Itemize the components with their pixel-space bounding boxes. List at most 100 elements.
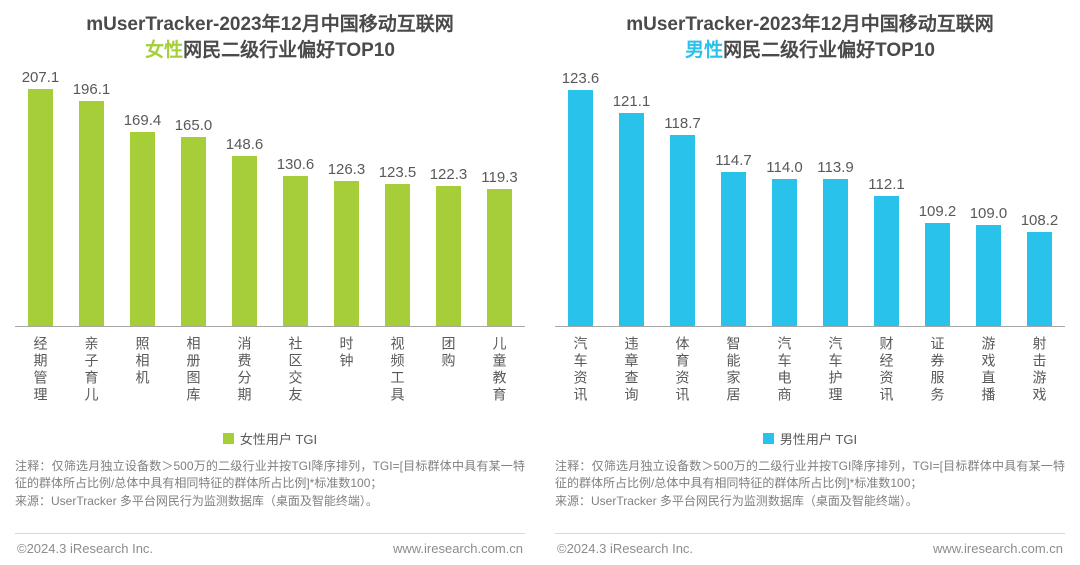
x-axis-label: 社区交友 xyxy=(287,336,304,405)
x-axis-label: 射击游戏 xyxy=(1031,336,1048,405)
x-axis-label-cell: 违章查询 xyxy=(606,327,657,425)
panel-footer: ©2024.3 iResearch Inc. www.iresearch.com… xyxy=(15,533,525,565)
bar-value-label: 114.0 xyxy=(766,159,803,177)
x-axis-label-cell: 社区交友 xyxy=(270,327,321,425)
x-axis-label-cell: 证券服务 xyxy=(912,327,963,425)
bar-group: 108.2 xyxy=(1014,212,1065,327)
x-axis-label-cell: 射击游戏 xyxy=(1014,327,1065,425)
x-axis-label: 财经资讯 xyxy=(878,336,895,405)
copyright-text: ©2024.3 iResearch Inc. xyxy=(17,541,154,556)
x-axis-label-cell: 照相机 xyxy=(117,327,168,425)
x-axis-label: 违章查询 xyxy=(623,336,640,405)
x-axis-label-cell: 时钟 xyxy=(321,327,372,425)
bar-value-label: 123.6 xyxy=(561,70,600,88)
chart-title-line1: mUserTracker-2023年12月中国移动互联网 xyxy=(626,14,994,35)
x-axis-label-cell: 儿童教育 xyxy=(474,327,525,425)
x-axis-label-cell: 经期管理 xyxy=(15,327,66,425)
bar-value-label: 108.2 xyxy=(1020,212,1059,230)
x-axis-label-cell: 体育资讯 xyxy=(657,327,708,425)
bar-value-label: 112.1 xyxy=(868,176,905,194)
bar xyxy=(283,176,308,327)
legend-label: 男性用户 TGI xyxy=(779,431,858,447)
x-axis-label-cell: 财经资讯 xyxy=(861,327,912,425)
legend-swatch xyxy=(222,432,234,444)
x-axis-label: 体育资讯 xyxy=(674,336,691,405)
title-highlight: 女性 xyxy=(145,40,184,62)
x-axis-label: 游戏直播 xyxy=(980,336,997,405)
bar xyxy=(436,186,461,327)
x-axis-label: 经期管理 xyxy=(32,336,49,405)
bar xyxy=(28,89,53,327)
chart-panel-male: mUserTracker-2023年12月中国移动互联网 男性网民二级行业偏好T… xyxy=(540,0,1080,565)
x-axis-label-cell: 亲子育儿 xyxy=(66,327,117,425)
bar-value-label: 148.6 xyxy=(225,136,264,154)
bar-group: 130.6 xyxy=(270,156,321,327)
bar xyxy=(181,137,206,327)
bar-value-label: 114.7 xyxy=(715,152,752,170)
x-axis-label-cell: 团购 xyxy=(423,327,474,425)
bar-group: 123.5 xyxy=(372,164,423,327)
bar-value-label: 169.4 xyxy=(123,112,162,130)
title-highlight: 男性 xyxy=(685,40,724,62)
x-axis-label: 儿童教育 xyxy=(491,336,508,405)
website-text: www.iresearch.com.cn xyxy=(392,541,523,556)
bar-group: 148.6 xyxy=(219,136,270,327)
x-axis-labels: 汽车资讯 违章查询 体育资讯 智能家居 汽车电商 汽车护理 财经资讯 证券服务 游戏直播 射击游戏 xyxy=(555,326,1065,425)
x-axis-label-cell: 智能家居 xyxy=(708,327,759,425)
bar xyxy=(1027,232,1052,327)
x-axis-label: 证券服务 xyxy=(929,336,946,405)
bar xyxy=(487,189,512,327)
footnote: 注释：仅筛选月独立设备数＞500万的二级行业并按TGI降序排列，TGI=[目标群… xyxy=(555,458,1065,509)
x-axis-label: 亲子育儿 xyxy=(83,336,100,405)
x-axis-label: 团购 xyxy=(440,336,457,371)
bar-value-label: 165.0 xyxy=(174,117,213,135)
footnote: 注释：仅筛选月独立设备数＞500万的二级行业并按TGI降序排列，TGI=[目标群… xyxy=(15,458,525,509)
bar-group: 113.9 xyxy=(810,159,861,327)
x-axis-label-cell: 游戏直播 xyxy=(963,327,1014,425)
bar xyxy=(874,196,899,327)
chart-title-line2: 男性网民二级行业偏好TOP10 xyxy=(555,38,1065,64)
bar xyxy=(721,172,746,327)
panel-footer: ©2024.3 iResearch Inc. www.iresearch.com… xyxy=(555,533,1065,565)
chart-panel-female: mUserTracker-2023年12月中国移动互联网 女性网民二级行业偏好T… xyxy=(15,12,525,565)
legend: 男性用户 TGI xyxy=(555,427,1065,449)
bar-group: 109.2 xyxy=(912,203,963,327)
plot-area: 123.6 121.1 118.7 114.7 114.0 113.9 112.1 109.2… xyxy=(555,68,1065,327)
bar xyxy=(670,135,695,327)
bar-value-label: 121.1 xyxy=(612,93,651,111)
bar-group: 118.7 xyxy=(657,115,708,327)
bar xyxy=(130,132,155,327)
chart-title-line1: mUserTracker-2023年12月中国移动互联网 xyxy=(86,14,454,35)
bar xyxy=(772,179,797,327)
footnote-source: 来源：UserTracker 多平台网民行为监测数据库（桌面及智能终端）。 xyxy=(555,493,918,508)
title-rest: 网民二级行业偏好TOP10 xyxy=(723,40,935,62)
bar xyxy=(976,225,1001,327)
bar-group: 119.3 xyxy=(474,169,525,327)
x-axis-label: 视频工具 xyxy=(389,336,406,405)
bar-value-label: 196.1 xyxy=(72,81,111,99)
bar-value-label: 130.6 xyxy=(276,156,315,174)
bar-value-label: 109.2 xyxy=(918,203,957,221)
bar xyxy=(334,181,359,327)
x-axis-label: 汽车资讯 xyxy=(572,336,589,405)
x-axis-labels: 经期管理 亲子育儿 照相机 相册图库 消费分期 社区交友 时钟 视频工具 团购 儿童教育 xyxy=(15,326,525,425)
bar xyxy=(385,184,410,327)
website-text: www.iresearch.com.cn xyxy=(932,541,1063,556)
chart-title-line2: 女性网民二级行业偏好TOP10 xyxy=(15,38,525,64)
bar-group: 165.0 xyxy=(168,117,219,327)
bar-value-label: 109.0 xyxy=(969,205,1008,223)
bar xyxy=(568,90,593,327)
x-axis-label: 照相机 xyxy=(134,336,151,388)
bar-value-label: 118.7 xyxy=(664,115,701,133)
bar xyxy=(79,101,104,327)
bar-value-label: 119.3 xyxy=(481,169,518,187)
copyright-text: ©2024.3 iResearch Inc. xyxy=(557,541,694,556)
bar-group: 112.1 xyxy=(861,176,912,327)
chart-title: mUserTracker-2023年12月中国移动互联网 女性网民二级行业偏好T… xyxy=(15,12,525,64)
legend-swatch xyxy=(762,432,774,444)
legend-label: 女性用户 TGI xyxy=(239,431,318,447)
footnote-source: 来源：UserTracker 多平台网民行为监测数据库（桌面及智能终端）。 xyxy=(15,493,378,508)
plot-area: 207.1 196.1 169.4 165.0 148.6 130.6 126.3 123.5… xyxy=(15,68,525,327)
bar-group: 169.4 xyxy=(117,112,168,327)
title-rest: 网民二级行业偏好TOP10 xyxy=(183,40,395,62)
